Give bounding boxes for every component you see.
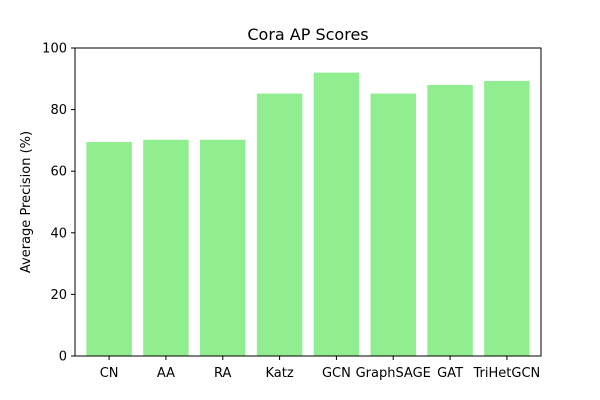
plot-frame [74, 47, 542, 357]
x-tick-label: Katz [265, 366, 293, 381]
bars-group [86, 72, 530, 357]
y-tick-label: 80 [50, 103, 67, 118]
x-tick-label: RA [214, 366, 232, 381]
x-tick-label: TriHetGCN [473, 366, 541, 381]
x-tick-label: GraphSAGE [356, 366, 431, 381]
bar-gat [427, 84, 473, 357]
bar-katz [256, 93, 303, 356]
y-tick-label: 40 [50, 226, 67, 241]
y-tick-label: 0 [59, 350, 67, 365]
x-tick-label: GCN [322, 366, 351, 381]
bar-aa [143, 139, 189, 356]
y-tick-label: 60 [50, 165, 67, 180]
y-axis-label: Average Precision (%) [19, 131, 34, 273]
y-axis-ticks: 0 20 40 60 80 100 [42, 42, 75, 365]
chart-title: Cora AP Scores [247, 25, 368, 44]
x-tick-label: CN [100, 366, 119, 381]
bar-graphsage [370, 93, 416, 356]
y-tick-label: 20 [50, 288, 67, 303]
bar-trihetgcn [484, 80, 530, 357]
x-axis-ticks: CN AA RA Katz GCN GraphSAGE GAT TriHetGCN [100, 356, 541, 381]
bar-ra [200, 139, 246, 356]
bar-gcn [313, 72, 360, 356]
x-tick-label: AA [157, 366, 175, 381]
bar-cn [86, 141, 132, 356]
y-tick-label: 100 [42, 42, 67, 57]
x-tick-label: GAT [437, 366, 463, 381]
